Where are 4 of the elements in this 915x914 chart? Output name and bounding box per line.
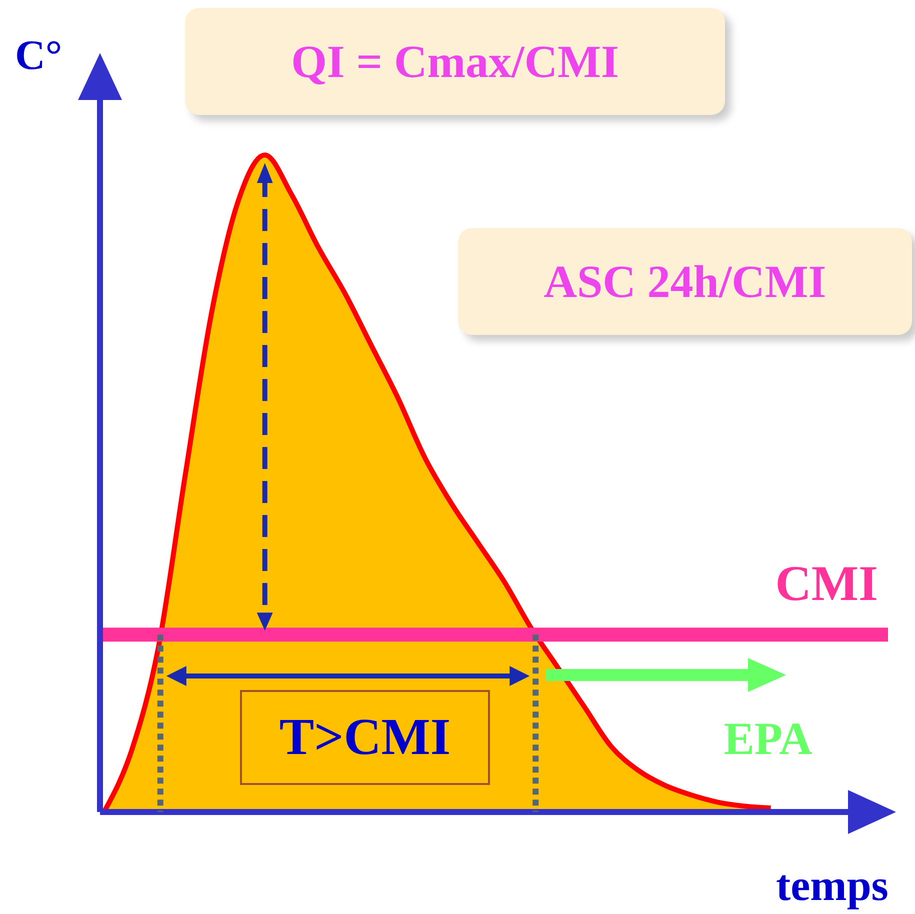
ref-line-label: CMI	[775, 555, 878, 612]
annotation: EPA	[722, 712, 814, 766]
x-axis-title: temps	[776, 860, 888, 911]
y-axis-title: C°	[15, 32, 62, 80]
